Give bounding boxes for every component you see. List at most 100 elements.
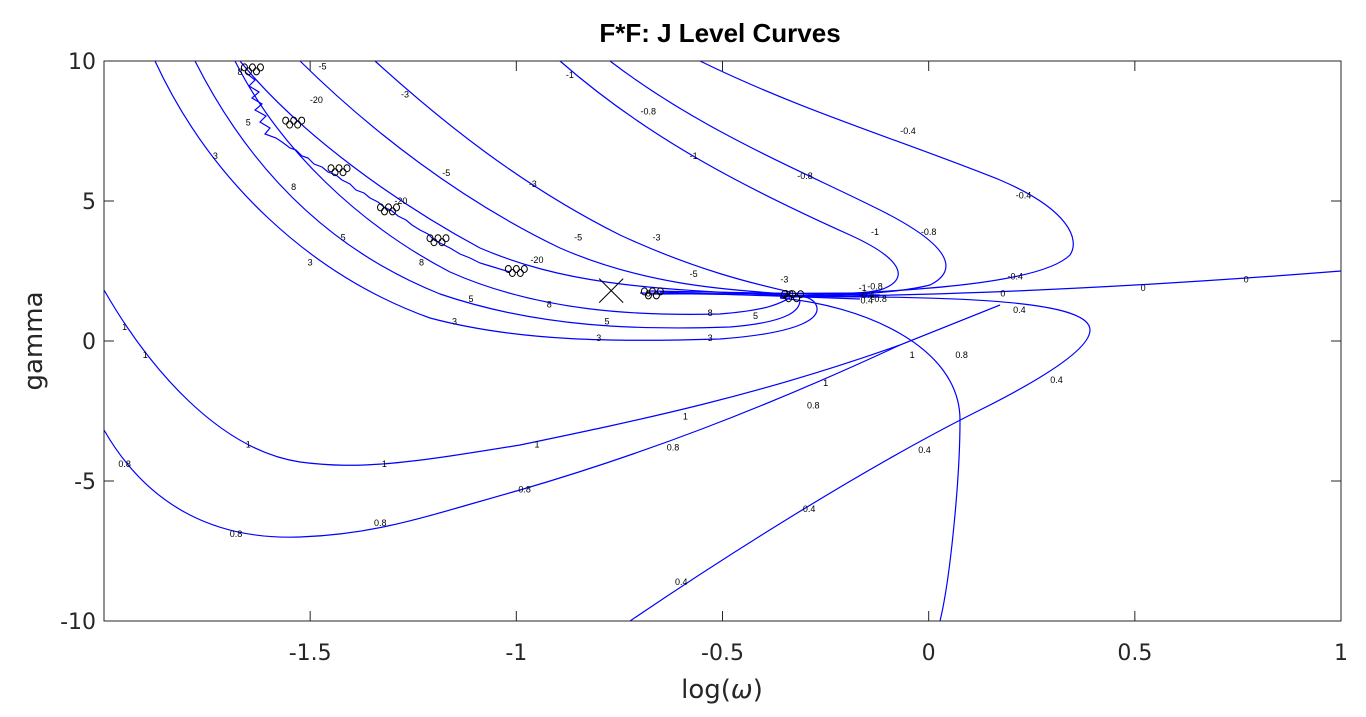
crowded-label-glyph [343,164,351,173]
contour-level-label: -20 [310,95,323,105]
crowded-label-glyph [389,207,397,216]
contour-level-label: 0.8 [518,484,531,494]
contour-level-label: 0.4 [861,295,874,305]
crowded-label-glyph [789,290,797,299]
contour-level-label: 1 [534,440,539,450]
crowded-label-glyph [240,63,248,72]
x-axis: -1.5 -1 -0.5 0 0.5 1 [289,61,1348,666]
x-tick-label: -1.5 [289,641,332,666]
contour-level-label: 0 [1141,283,1146,293]
contour-level-label: 3 [308,258,313,268]
contour-level-label: -5 [574,232,582,242]
crowded-label-glyph [508,269,516,277]
contour-level-label: 8 [646,288,651,298]
crowded-label-glyph [434,234,442,243]
contour-level-3 [154,60,818,341]
crowded-label-glyph [393,203,401,212]
crowded-label-cluster [781,290,805,303]
crowded-label-glyph [797,290,805,299]
contour-level-label: -5 [319,62,327,72]
contour-level-label: 8 [291,182,296,192]
crowded-label-glyph [644,291,652,300]
contour-level-label: 3 [452,316,457,326]
minimum-marker [598,278,624,303]
contour-level-label: -0.8 [641,106,657,116]
chart-title: F*F: J Level Curves [599,18,840,48]
contour-level-label: 5 [605,316,610,326]
contour-level-label: 0.8 [230,529,243,539]
contour-level-label: 1 [823,378,828,388]
contour-level-label: -0.8 [797,171,813,181]
crowded-label-glyph [504,265,512,273]
contour-level-label: -0.4 [859,290,875,300]
contour-fan-4 [659,291,861,300]
contour-level-label: 0 [1244,274,1249,284]
x-tick-label: 0 [922,641,936,666]
plot-area [104,61,1341,621]
contour-level-label: 0.8 [955,350,968,360]
crowded-label-cluster [640,287,664,300]
y-tick-label: 5 [82,190,96,215]
contour-level-0.8-lower [103,304,1001,538]
contour-level-label: 0.4 [1013,305,1026,315]
contour-level-label: 0.8 [807,400,820,410]
contour-level-8 [234,60,791,316]
crowded-label-cluster [240,63,264,76]
contour-level-label: 8 [238,67,243,77]
contour-level-label: -0.4 [1007,272,1023,282]
crowded-label-cluster [377,203,401,216]
contour-level-label: -5 [442,168,450,178]
contour-level-label: 3 [596,333,601,343]
contour-level-minus-0.8 [609,60,947,297]
crowded-label-glyph [640,287,648,296]
crowded-label-glyph [327,164,335,173]
crowded-label-glyph [290,116,298,125]
crowded-label-glyph [256,63,264,72]
contour-level-label: 8 [547,300,552,310]
contour-level-label: -1 [566,70,574,80]
contour-level-label: 0.4 [675,577,688,587]
contour-level-label: 1 [143,350,148,360]
x-axis-label: log(ω) [681,675,763,705]
contour-level-label: 1 [122,322,127,332]
contour-level-label: 0.4 [803,504,816,514]
crowded-label-glyph [430,238,438,247]
crowded-label-glyph [512,265,520,273]
contour-level-label: 0.8 [374,518,387,528]
y-tick-label: -5 [74,470,96,495]
crowded-label-glyph [426,234,434,243]
y-tick-label: 10 [68,50,96,75]
contour-level-label: 5 [468,294,473,304]
level-labels: -20-20-20-5-5-5-5-3-3-3-3-1-1-1-0.8-0.8-… [118,62,1248,587]
x-tick-label: -0.5 [701,641,744,666]
crowded-label-glyph [282,116,290,125]
contour-level-label: 0 [1000,288,1005,298]
crowded-label-glyph [377,203,385,212]
contour-level-label: 0.4 [918,445,931,455]
contour-level-label: 0.8 [118,459,131,469]
crowded-label-glyph [286,120,294,129]
crowded-label-glyph [442,234,450,243]
x-tick-label: 0.5 [1117,641,1152,666]
contour-level-label: 20 [783,288,793,298]
crowded-label-cluster [327,164,351,177]
crowded-label-cluster [426,234,450,247]
crowded-label-cluster [504,265,528,277]
crowded-label-glyph [294,120,302,129]
contour-level-label: -5 [690,269,698,279]
y-axis-label: gamma [19,291,49,390]
contour-level-label: -20 [530,255,543,265]
contour-level-label: 8 [708,308,713,318]
contour-level-label: -0.8 [871,294,887,304]
contour-level-label: -3 [653,232,661,242]
contour-level-minus-5 [299,60,791,295]
contour-level-minus-0.4 [699,60,1074,297]
contour-fan-3 [654,292,871,295]
contour-level-label: -0.8 [867,281,883,291]
contour-level-label: 3 [213,151,218,161]
crowded-label-glyph [381,207,389,216]
contour-level-label: 5 [341,232,346,242]
contour-level-1-lower [103,289,1001,466]
contour-level-label: -20 [394,196,407,206]
